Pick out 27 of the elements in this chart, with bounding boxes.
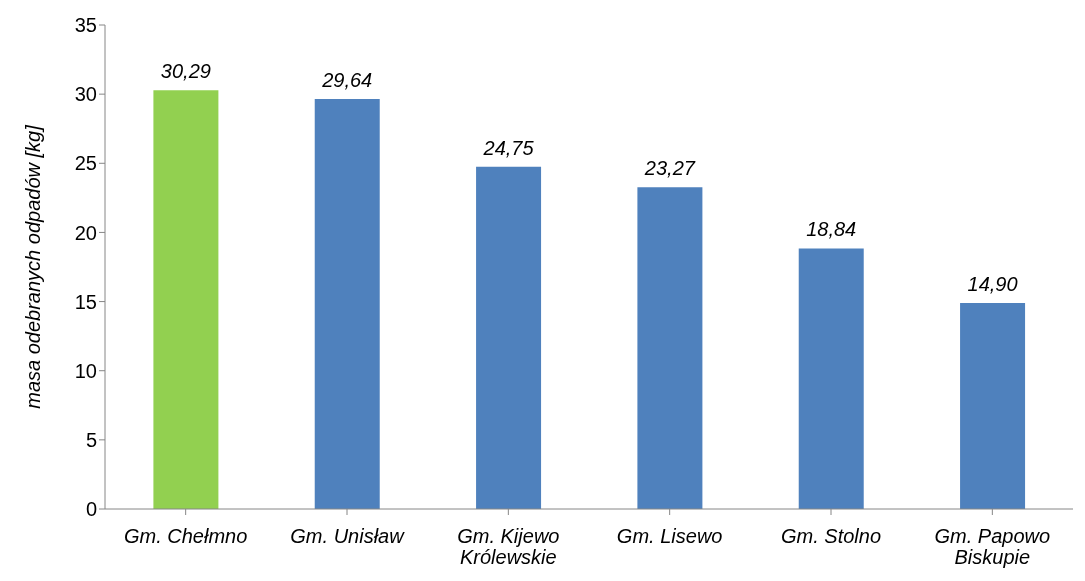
x-tick-label: Gm. Unisław: [290, 525, 406, 547]
y-tick-label: 30: [74, 83, 97, 106]
y-tick-label: 35: [74, 14, 97, 37]
data-label: 18,84: [806, 218, 857, 241]
data-label: 30,29: [160, 60, 211, 83]
bar: [153, 90, 219, 509]
y-tick-label: 25: [74, 152, 97, 175]
y-tick-label: 20: [74, 221, 97, 244]
bar: [476, 166, 542, 509]
bar: [637, 187, 703, 509]
bar: [798, 248, 864, 509]
x-tick-label: Gm. Stolno: [780, 525, 882, 547]
data-label: 29,64: [321, 69, 373, 92]
bar: [960, 302, 1026, 509]
data-label: 14,90: [967, 272, 1018, 295]
x-tick-label: Gm. Kijewo Królewskie: [457, 525, 560, 568]
x-tick-label: Gm. Chełmno: [123, 525, 248, 547]
x-tick-label: Gm. Lisewo: [616, 525, 723, 547]
y-tick-label: 0: [85, 498, 97, 521]
y-tick-label: 15: [74, 290, 97, 313]
y-tick-label: 10: [74, 359, 97, 382]
y-tick-label: 5: [85, 428, 97, 451]
data-label: 23,27: [643, 157, 696, 180]
y-axis-title: masa odebranych odpadów [kg]: [22, 124, 45, 409]
bar: [314, 99, 380, 509]
data-label: 24,75: [482, 136, 535, 159]
x-tick-label: Gm. Papowo Biskupie: [934, 525, 1051, 568]
